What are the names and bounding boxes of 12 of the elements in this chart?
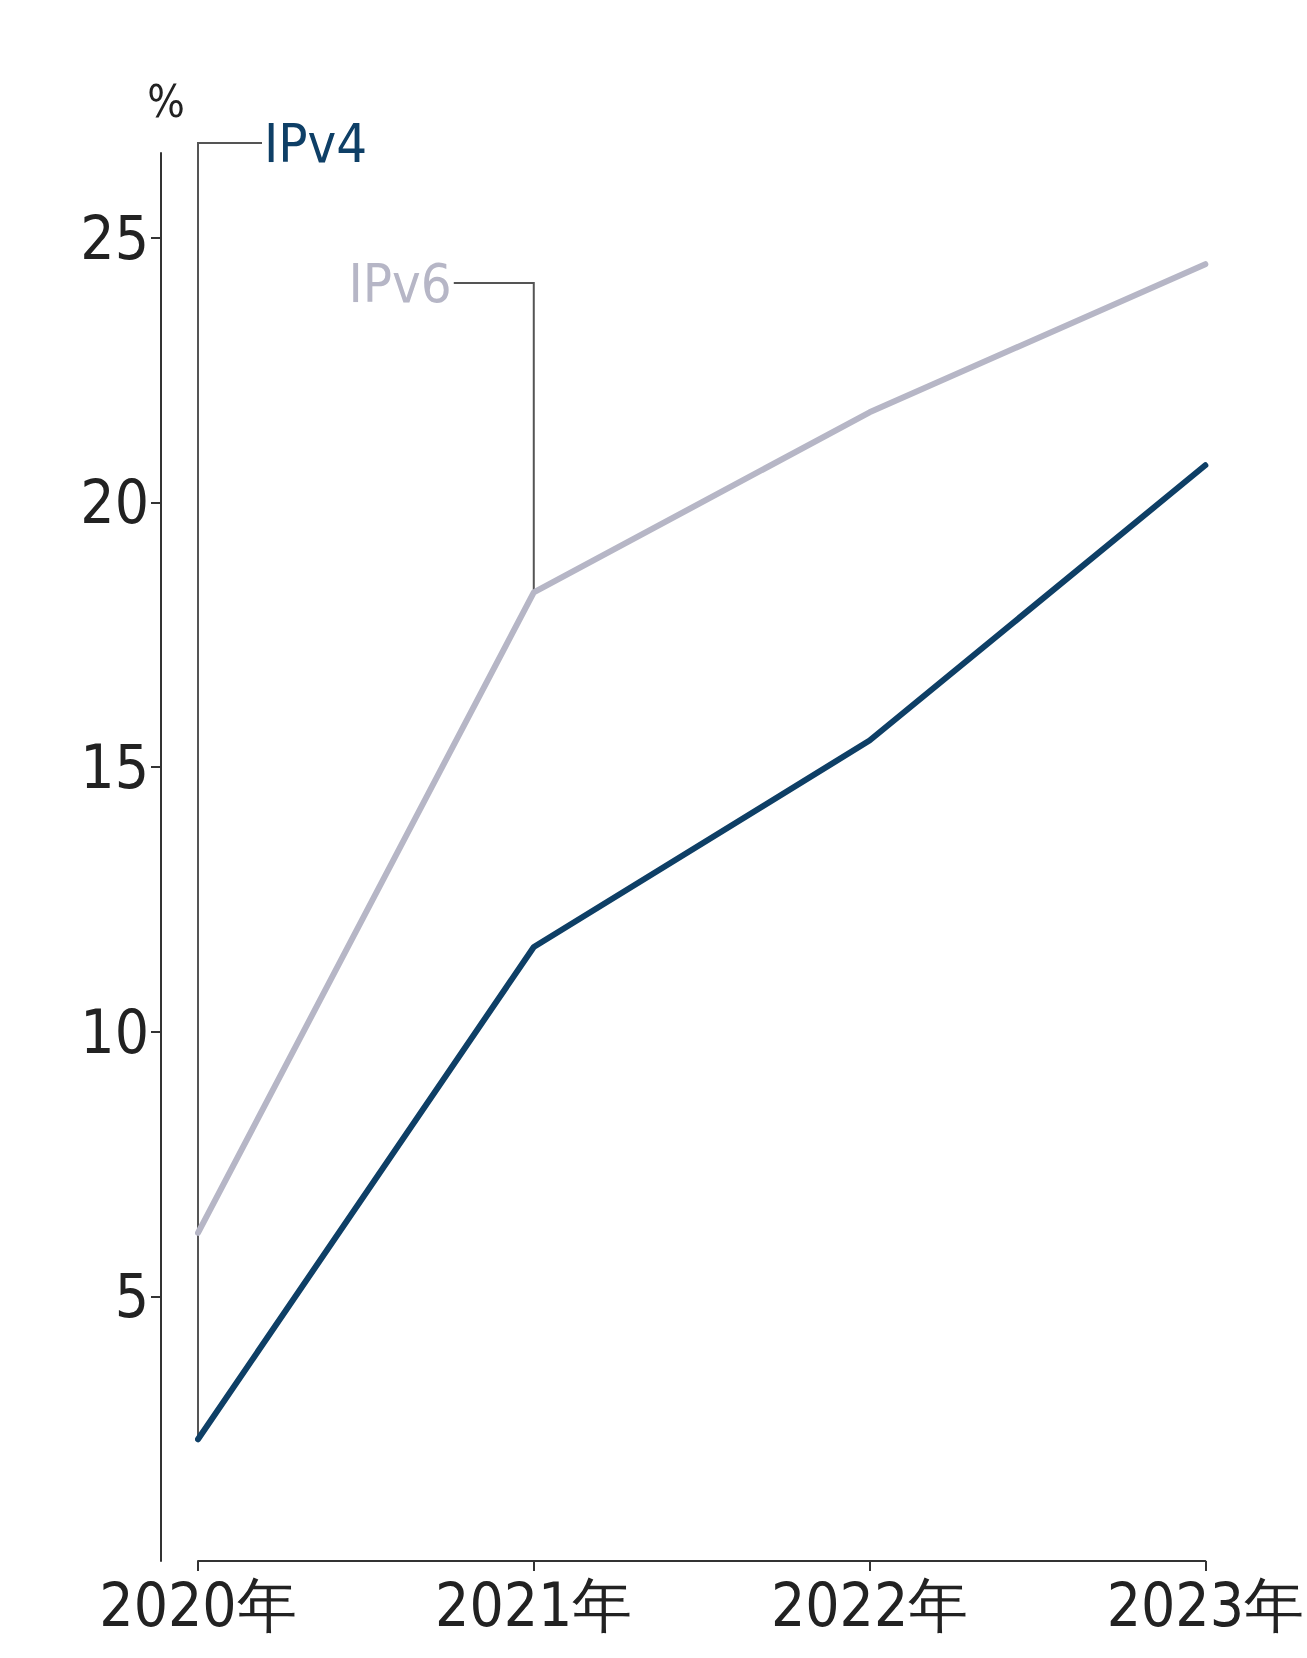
x-tick-label: 2020年 xyxy=(99,1570,297,1640)
x-tick-label: 2023年 xyxy=(1106,1570,1304,1640)
y-tick-label: 20 xyxy=(80,467,149,538)
x-tick-label: 2022年 xyxy=(770,1570,969,1640)
y-tick-label: 15 xyxy=(80,732,149,803)
text: IPv4 xyxy=(264,111,368,175)
y-tick-label: 5 xyxy=(114,1261,149,1332)
y-axis-title: % xyxy=(147,75,185,127)
x-tick-label: 2021年 xyxy=(435,1570,633,1640)
text: IPv6 xyxy=(348,251,452,315)
y-tick-label: 10 xyxy=(80,996,149,1067)
y-tick-label: 25 xyxy=(80,202,149,273)
